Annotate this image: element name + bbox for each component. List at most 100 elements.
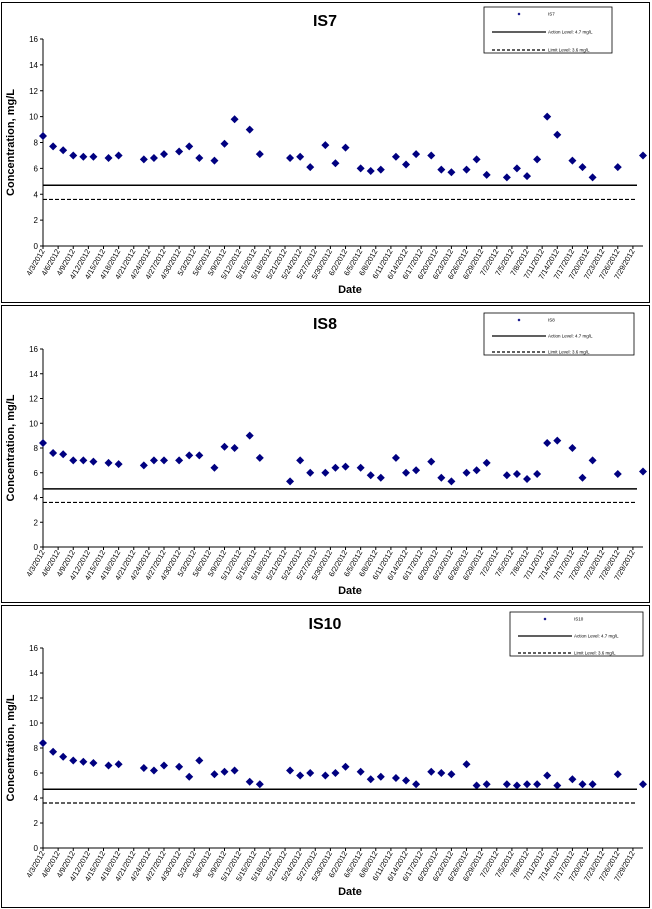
y-axis-label: Concentration, mg/L [5,394,17,501]
data-point [175,147,184,156]
legend-box [483,6,613,54]
data-point [523,474,532,483]
y-tick-label: 4 [34,794,39,803]
data-point [588,456,597,465]
data-point [175,762,184,771]
legend-label: IS7 [548,12,555,17]
data-point [391,453,400,462]
y-tick-label: 6 [34,164,39,173]
data-point [139,764,148,772]
data-point [341,762,350,771]
data-point [160,456,169,465]
data-point [69,456,78,465]
data-point [245,125,254,134]
data-point [376,473,385,482]
data-point [230,115,239,124]
data-point [482,780,491,789]
data-point [402,468,411,477]
data-point [568,775,577,784]
data-point [402,776,411,785]
data-point [366,166,375,175]
data-point [149,766,158,775]
y-tick-label: 12 [29,694,38,703]
data-point [356,463,365,472]
data-point [331,159,340,168]
data-point [502,471,511,480]
data-point [160,150,169,159]
data-point [568,444,577,452]
data-point [543,771,552,780]
y-tick-label: 12 [29,395,38,404]
y-tick-label: 0 [34,844,39,853]
y-tick-label: 8 [34,139,39,148]
data-point [553,130,562,139]
data-point [533,155,542,164]
y-tick-label: 14 [29,669,38,678]
data-point [437,769,446,777]
data-point [104,458,113,467]
data-point [376,165,385,174]
data-point [49,448,58,457]
data-point [402,160,411,169]
data-point [447,477,456,486]
data-point [366,775,375,784]
data-point [523,172,532,181]
y-tick-label: 10 [29,419,38,428]
legend-label: IS10 [574,617,584,622]
data-point [89,152,98,161]
y-tick-label: 10 [29,719,38,728]
data-point [210,156,219,165]
data-point [230,444,239,452]
y-tick-label: 4 [34,190,39,199]
data-point [286,766,295,775]
data-point [639,151,647,160]
data-point [321,141,330,150]
data-point [447,168,456,177]
data-point [49,747,58,756]
legend-swatch [543,617,547,621]
data-point [89,457,98,466]
data-point [220,139,229,148]
data-point [195,756,204,765]
data-point [220,767,229,776]
data-point [210,770,219,779]
x-axis-label: Date [338,585,362,597]
data-point [69,756,78,765]
legend: IS7 Action Level: 4.7 mg/L Limit Level: 3.… [483,6,613,54]
data-point [139,155,148,164]
y-tick-label: 6 [34,769,39,778]
data-point [255,780,264,789]
data-point [512,164,521,173]
data-point [412,150,421,159]
data-point [306,468,315,477]
data-point [553,781,562,790]
data-point [366,471,375,480]
data-point [376,772,385,781]
data-point [195,154,204,163]
y-axis-label: Concentration, mg/L [5,694,17,801]
y-tick-label: 4 [34,494,39,503]
data-point [321,771,330,780]
chart-title: IS8 [313,316,337,333]
y-tick-label: 2 [34,518,39,527]
data-point [588,780,597,789]
legend-swatch [517,12,521,16]
data-point [512,781,521,790]
data-point [114,151,123,160]
data-point [639,780,647,789]
data-point [356,164,365,173]
data-point [185,451,194,460]
chart-panel-IS8: IS802468101214164/3/20124/6/20124/9/2012… [1,305,650,603]
data-point [472,155,481,164]
x-axis-label: Date [338,886,362,898]
data-point [175,456,184,465]
data-point [578,473,587,482]
data-point [412,466,421,475]
legend: IS10 Action Level: 4.7 mg/L Limit Level: 3… [509,611,644,657]
y-tick-label: 8 [34,744,39,753]
y-tick-label: 10 [29,113,38,122]
data-point [412,780,421,789]
data-point [447,770,456,779]
data-point [568,156,577,165]
